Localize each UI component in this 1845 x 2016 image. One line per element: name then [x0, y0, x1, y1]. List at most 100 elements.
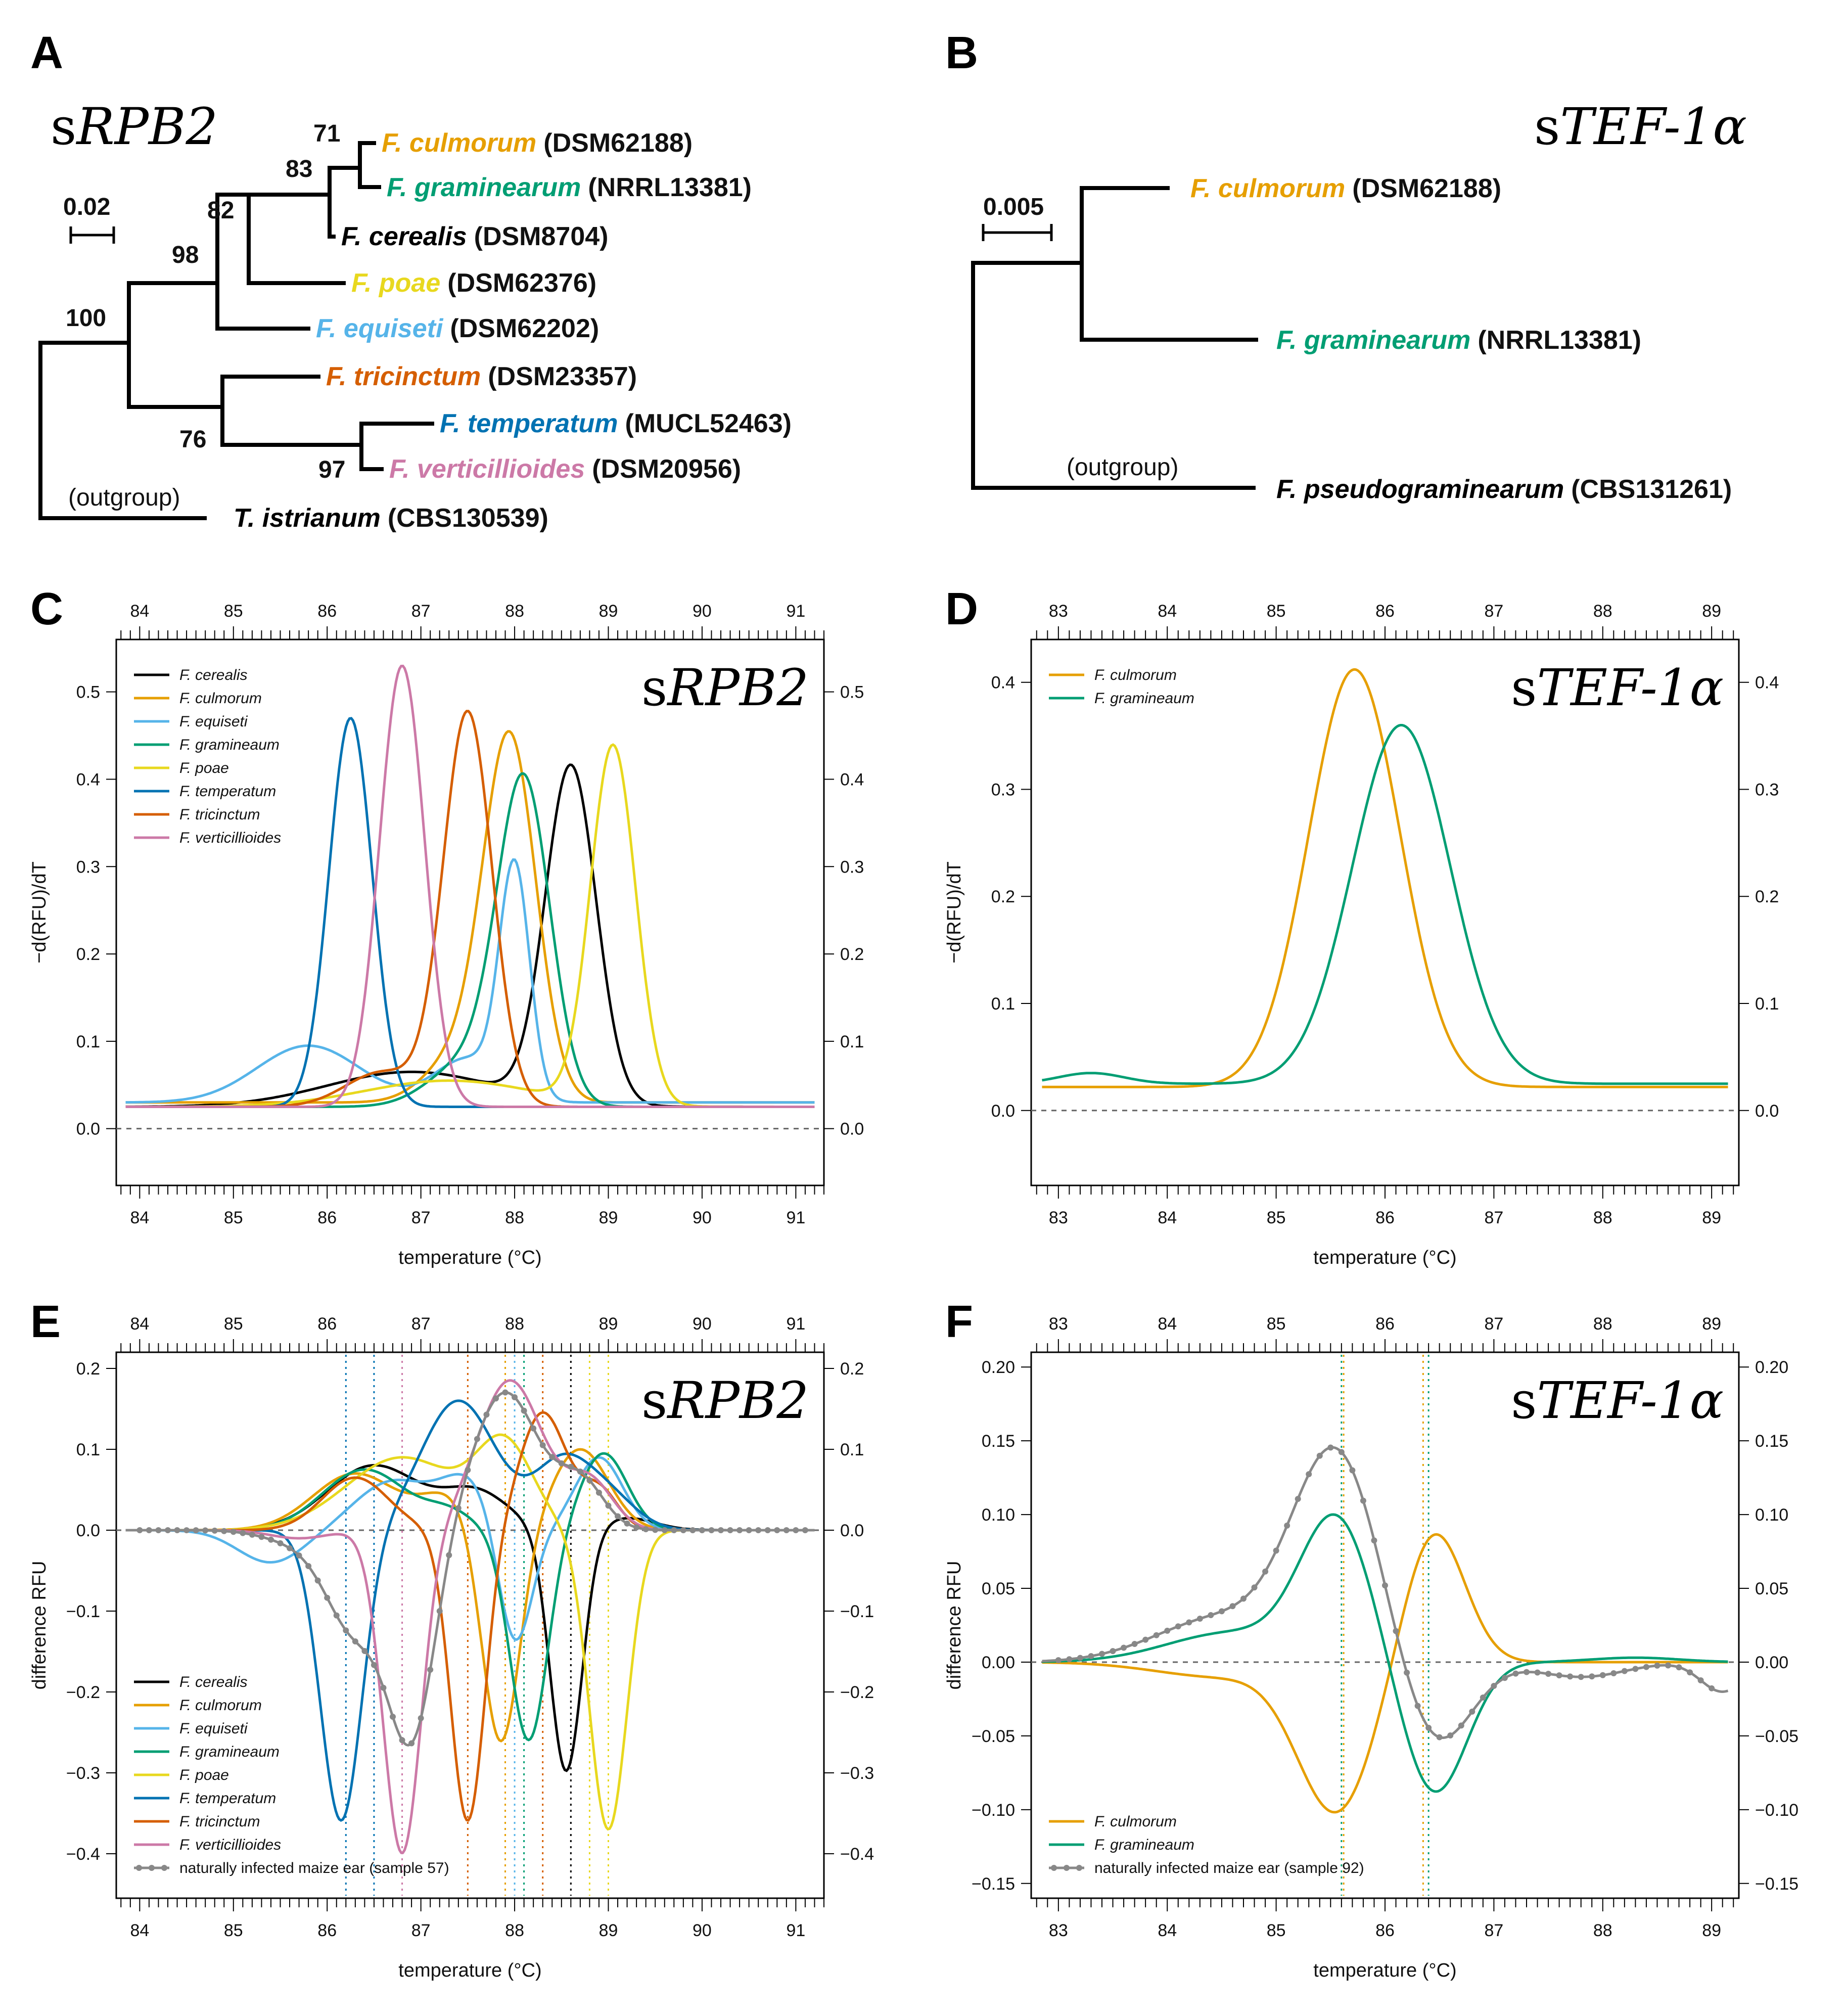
series-marker — [624, 1520, 630, 1527]
legend-entry: naturally infected maize ear (sample 92) — [1094, 1860, 1364, 1876]
series-marker — [492, 1395, 499, 1402]
x-tick-label-bottom: 89 — [1702, 1921, 1721, 1940]
y-tick-label-right: 0.0 — [840, 1120, 864, 1139]
series-marker — [718, 1527, 724, 1533]
y-tick-label-right: −0.15 — [1755, 1874, 1798, 1894]
tree-title-a: sRPB2 — [51, 97, 218, 156]
series-marker — [521, 1407, 527, 1414]
x-tick-label-top: 87 — [411, 1314, 431, 1334]
series-marker — [474, 1436, 480, 1442]
y-tick-label-left: −0.2 — [66, 1683, 100, 1702]
series-marker — [324, 1594, 331, 1601]
legend-entry: F. temperatum — [179, 1790, 276, 1807]
bootstrap-label: 83 — [286, 156, 312, 182]
bootstrap-label: 100 — [66, 305, 106, 332]
x-tick-label-bottom: 83 — [1049, 1921, 1068, 1940]
series-marker — [230, 1529, 237, 1535]
plot-title: sTEF-1α — [1511, 1371, 1724, 1430]
y-tick-label-left: 0.15 — [982, 1432, 1015, 1451]
series-marker — [502, 1389, 509, 1396]
series-marker — [399, 1737, 405, 1744]
x-tick-label-bottom: 87 — [411, 1921, 431, 1940]
outgroup-label-b: (outgroup) — [1067, 454, 1178, 481]
series-marker — [746, 1527, 752, 1533]
tree-title-b: sTEF-1α — [1534, 97, 1747, 156]
series-marker — [1338, 1449, 1345, 1455]
x-tick-label-top: 91 — [786, 602, 805, 621]
melt-curve-chart-d: 83 83 84 84 85 85 86 86 87 87 88 88 89 89 0.0 0.0 0.1 0.1… — [944, 602, 1779, 1268]
y-tick-label-right: 0.3 — [1755, 780, 1779, 799]
x-tick-label-top: 89 — [1702, 1314, 1721, 1334]
y-tick-label-left: 0.5 — [76, 683, 100, 702]
series-marker — [352, 1638, 358, 1644]
series-line — [125, 1456, 815, 1641]
series-line — [125, 710, 815, 1108]
x-tick-label-top: 90 — [693, 602, 712, 621]
series-marker — [671, 1527, 677, 1533]
x-tick-label-top: 87 — [411, 602, 431, 621]
series-line — [1042, 1533, 1728, 1814]
legend-entry: F. temperatum — [179, 783, 276, 800]
tree-taxa-b: F. culmorum (DSM62188) F. graminearum (NRR… — [1067, 174, 1732, 504]
series-marker — [427, 1666, 434, 1673]
taxon-label: F. culmorum (DSM62188) — [1190, 174, 1501, 203]
panel-a: A sRPB2 0.02 — [30, 28, 792, 533]
legend-entry: F. gramineaum — [1094, 1837, 1194, 1853]
x-tick-label-top: 84 — [1158, 1314, 1177, 1334]
legend-entry: F. cerealis — [179, 667, 248, 683]
x-tick-label-bottom: 84 — [1158, 1921, 1177, 1940]
series-marker — [1524, 1669, 1530, 1675]
series-line — [125, 717, 815, 1108]
series-marker — [1404, 1669, 1410, 1676]
panel-letter-a: A — [30, 28, 63, 78]
series-marker — [1099, 1651, 1105, 1657]
legend-entry: F. equiseti — [179, 713, 248, 730]
series-marker — [1414, 1703, 1421, 1709]
x-tick-label-bottom: 84 — [1158, 1208, 1177, 1227]
bootstrap-label: 97 — [318, 456, 345, 483]
legend-marker — [161, 1865, 167, 1871]
series-marker — [183, 1527, 190, 1534]
series-marker — [558, 1460, 565, 1467]
legend-entry: F. culmorum — [179, 1697, 262, 1714]
series-marker — [793, 1527, 799, 1533]
series-marker — [1589, 1673, 1595, 1680]
series-marker — [568, 1463, 574, 1470]
series-marker — [680, 1527, 686, 1533]
series-line — [125, 1433, 815, 1831]
series-marker — [586, 1477, 593, 1484]
plot-title: sRPB2 — [641, 1371, 809, 1430]
y-tick-label-right: 0.10 — [1755, 1505, 1788, 1525]
series-marker — [1196, 1616, 1203, 1622]
x-tick-label-top: 89 — [599, 602, 618, 621]
x-tick-label-top: 88 — [1593, 1314, 1612, 1334]
y-tick-label-left: 0.4 — [76, 770, 100, 789]
series-marker — [512, 1394, 518, 1400]
x-tick-label-top: 88 — [1593, 602, 1612, 621]
legend-entry: F. verticillioides — [179, 1837, 281, 1853]
panel-b: B sTEF-1α 0.005 F. culmorum (DSM62188) F.… — [945, 28, 1747, 504]
y-tick-label-left: 0.0 — [991, 1102, 1015, 1121]
series-marker — [1208, 1612, 1214, 1619]
series-marker — [605, 1502, 612, 1509]
x-tick-label-top: 85 — [224, 1314, 243, 1334]
y-tick-label-left: 0.0 — [76, 1521, 100, 1540]
x-tick-label-bottom: 86 — [317, 1208, 337, 1227]
legend-entry: F. cerealis — [179, 1674, 248, 1690]
y-tick-label-right: −0.05 — [1755, 1727, 1798, 1746]
y-tick-label-left: 0.3 — [76, 857, 100, 877]
series-marker — [1175, 1623, 1181, 1630]
taxon-label: F. tricinctum (DSM23357) — [326, 362, 637, 391]
x-tick-label-top: 88 — [505, 1314, 524, 1334]
series-line — [1042, 724, 1728, 1085]
x-axis-title: temperature (°C) — [1313, 1247, 1456, 1268]
taxon-label: F. equiseti (DSM62202) — [316, 314, 599, 343]
plot-title: sTEF-1α — [1511, 658, 1724, 717]
y-tick-label-right: −0.4 — [840, 1845, 874, 1864]
x-tick-label-top: 86 — [1375, 602, 1395, 621]
x-tick-label-top: 90 — [693, 1314, 712, 1334]
y-tick-label-right: 0.4 — [840, 770, 864, 789]
y-tick-label-left: 0.2 — [76, 945, 100, 964]
series-marker — [1447, 1732, 1454, 1739]
series-marker — [1349, 1467, 1356, 1474]
